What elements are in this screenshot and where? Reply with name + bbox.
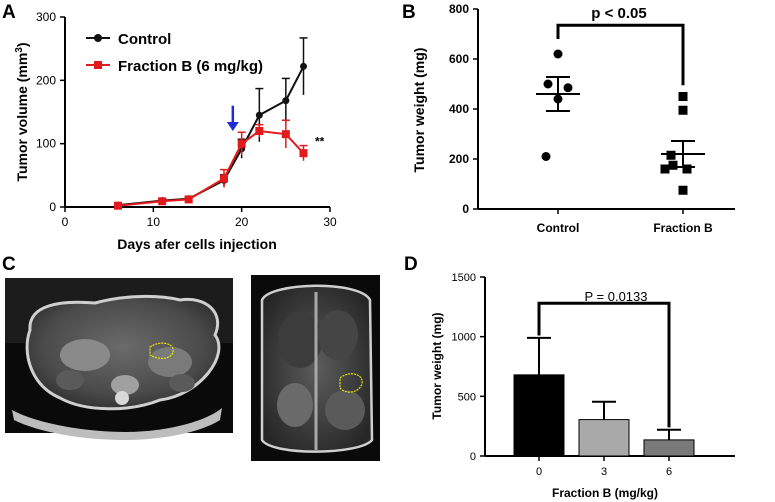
b-fraction-b-point [678,185,688,195]
b-control-point [553,94,563,104]
d-x-tick-label: 6 [666,466,672,478]
b-y-axis-label: Tumor weight (mg) [411,48,427,173]
d-y-tick-label: 500 [458,391,476,403]
a-y-axis-label: Tumor volume (mm3) [14,42,31,181]
a-fraction-b-point [255,127,264,135]
d-x-axis-label: Fraction B (mg/kg) [552,486,658,500]
a-control-point [300,62,307,70]
b-control-point [563,83,573,93]
b-fraction-b-point [666,150,676,160]
b-x-tick-label: Fraction B [653,221,713,235]
b-fraction-b-point [682,164,692,174]
d-x-tick-label: 3 [601,466,607,478]
a-legend-fraction-b-label: Fraction B (6 mg/kg) [118,58,263,75]
panel-label-c: C [2,254,16,275]
a-legend-fraction-b-marker [94,61,102,69]
b-significance-bracket [556,23,685,86]
a-fraction-b-point [158,197,167,206]
mri-coronal-image [251,275,380,461]
a-x-tick-label: 20 [235,215,249,229]
b-y-tick-label: 800 [449,2,469,16]
b-p-value-label: p < 0.05 [591,5,646,22]
a-fraction-b-point [281,130,290,139]
a-y-tick-label: 200 [36,73,56,87]
a-fraction-b-point [299,149,308,158]
a-fraction-b-line [117,129,305,207]
a-control-line [117,65,305,207]
d-bar-0 [513,374,565,457]
b-control-point [541,152,551,161]
mri-coronal-tumor-roi [339,373,363,393]
mri-axial-tumor-roi [149,342,174,359]
panel-d-bar-chart: 0 500 1000 1500 0 3 6 Tumor weight (mg) Fract… [430,272,735,500]
b-y-tick-label: 400 [449,102,469,116]
b-y-tick-label: 600 [449,52,469,66]
b-y-tick-label: 0 [462,202,469,216]
d-y-axis-label: Tumor weight (mg) [430,312,444,419]
a-legend-control-label: Control [118,31,171,48]
d-significance-bracket [537,301,671,428]
d-y-tick-label: 0 [470,451,476,463]
a-y-tick-label: 100 [36,137,56,151]
d-p-value-label: P = 0.0133 [584,289,647,304]
a-y-tick-label: 0 [49,200,56,214]
d-bar-6 [643,439,695,457]
d-bar-3 [578,419,630,457]
a-control-point [255,111,263,119]
b-fraction-b-point [660,164,670,174]
b-control-point [553,49,563,59]
b-y-tick-label: 200 [449,152,469,166]
panel-a-line-chart: 0 100 200 300 0 10 20 30 Tumor volume (mm3) Da… [14,10,337,252]
mri-axial-image [5,278,233,440]
a-fraction-b-point [184,195,193,204]
a-legend-control-marker [94,34,102,42]
d-y-tick-label: 1000 [452,332,476,344]
a-y-tick-label: 300 [36,10,56,24]
a-x-tick-label: 0 [62,215,69,229]
a-fraction-b-point [114,201,122,210]
a-control-point [282,97,290,105]
a-treatment-arrowhead [226,122,239,131]
a-x-tick-label: 10 [147,215,161,229]
panel-label-d: D [404,254,418,275]
panel-label-b: B [402,2,416,23]
b-x-tick-label: Control [537,221,580,235]
a-x-axis-label: Days afer cells injection [117,236,277,252]
panel-c-mri-images [5,275,380,461]
a-fraction-b-point [237,139,246,148]
a-significance-stars: ** [315,135,325,149]
a-fraction-b-point [220,174,228,183]
a-x-tick-label: 30 [323,215,337,229]
b-fraction-b-point [678,92,688,101]
b-fraction-b-point [678,105,688,115]
d-y-tick-label: 1500 [452,272,476,284]
panel-b-scatter-chart: 0 200 400 600 800 Control Fraction B Tumor we… [411,2,735,235]
d-x-tick-label: 0 [536,466,542,478]
b-control-point [543,79,553,89]
panel-label-a: A [2,2,16,23]
b-fraction-b-point [668,160,678,170]
